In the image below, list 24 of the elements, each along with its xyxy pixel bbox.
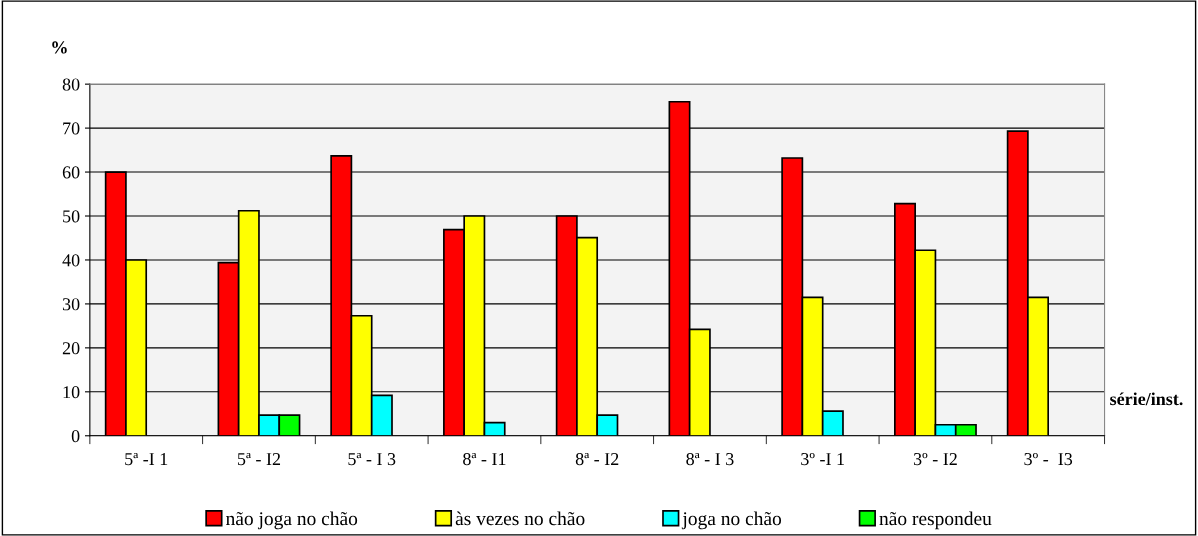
y-tick-label: 60 xyxy=(62,166,80,179)
x-tick-label: 8ª - I2 xyxy=(575,452,619,466)
legend-label: não respondeu xyxy=(879,511,992,530)
y-axis-title: % xyxy=(52,41,67,54)
x-tick-label: 8ª - I1 xyxy=(463,452,506,466)
y-tick-label: 0 xyxy=(71,430,80,443)
legend-label: joga no chão xyxy=(681,511,782,530)
x-tick-label: 5ª -I 1 xyxy=(125,452,168,466)
x-axis-title: série/inst. xyxy=(1110,392,1183,406)
y-tick-label: 70 xyxy=(63,122,80,135)
y-tick-label: 20 xyxy=(62,342,80,355)
x-tick-label: 8ª - I 3 xyxy=(686,452,734,466)
y-tick-label: 50 xyxy=(63,210,80,223)
x-tick-label: 3º -I 1 xyxy=(801,452,844,466)
y-tick-label: 40 xyxy=(62,254,80,267)
legend-label: não joga no chão xyxy=(226,511,358,530)
x-tick-label: 5ª - I 3 xyxy=(348,452,396,466)
y-tick-label: 80 xyxy=(62,78,80,91)
x-tick-label: 3º - I2 xyxy=(913,452,957,466)
legend-label: às vezes no chão xyxy=(455,511,585,526)
x-tick-label: 5ª - I2 xyxy=(237,452,281,466)
y-tick-label: 30 xyxy=(62,298,80,311)
y-tick-label: 10 xyxy=(63,386,80,399)
x-tick-label: 3º - I3 xyxy=(1024,452,1073,466)
